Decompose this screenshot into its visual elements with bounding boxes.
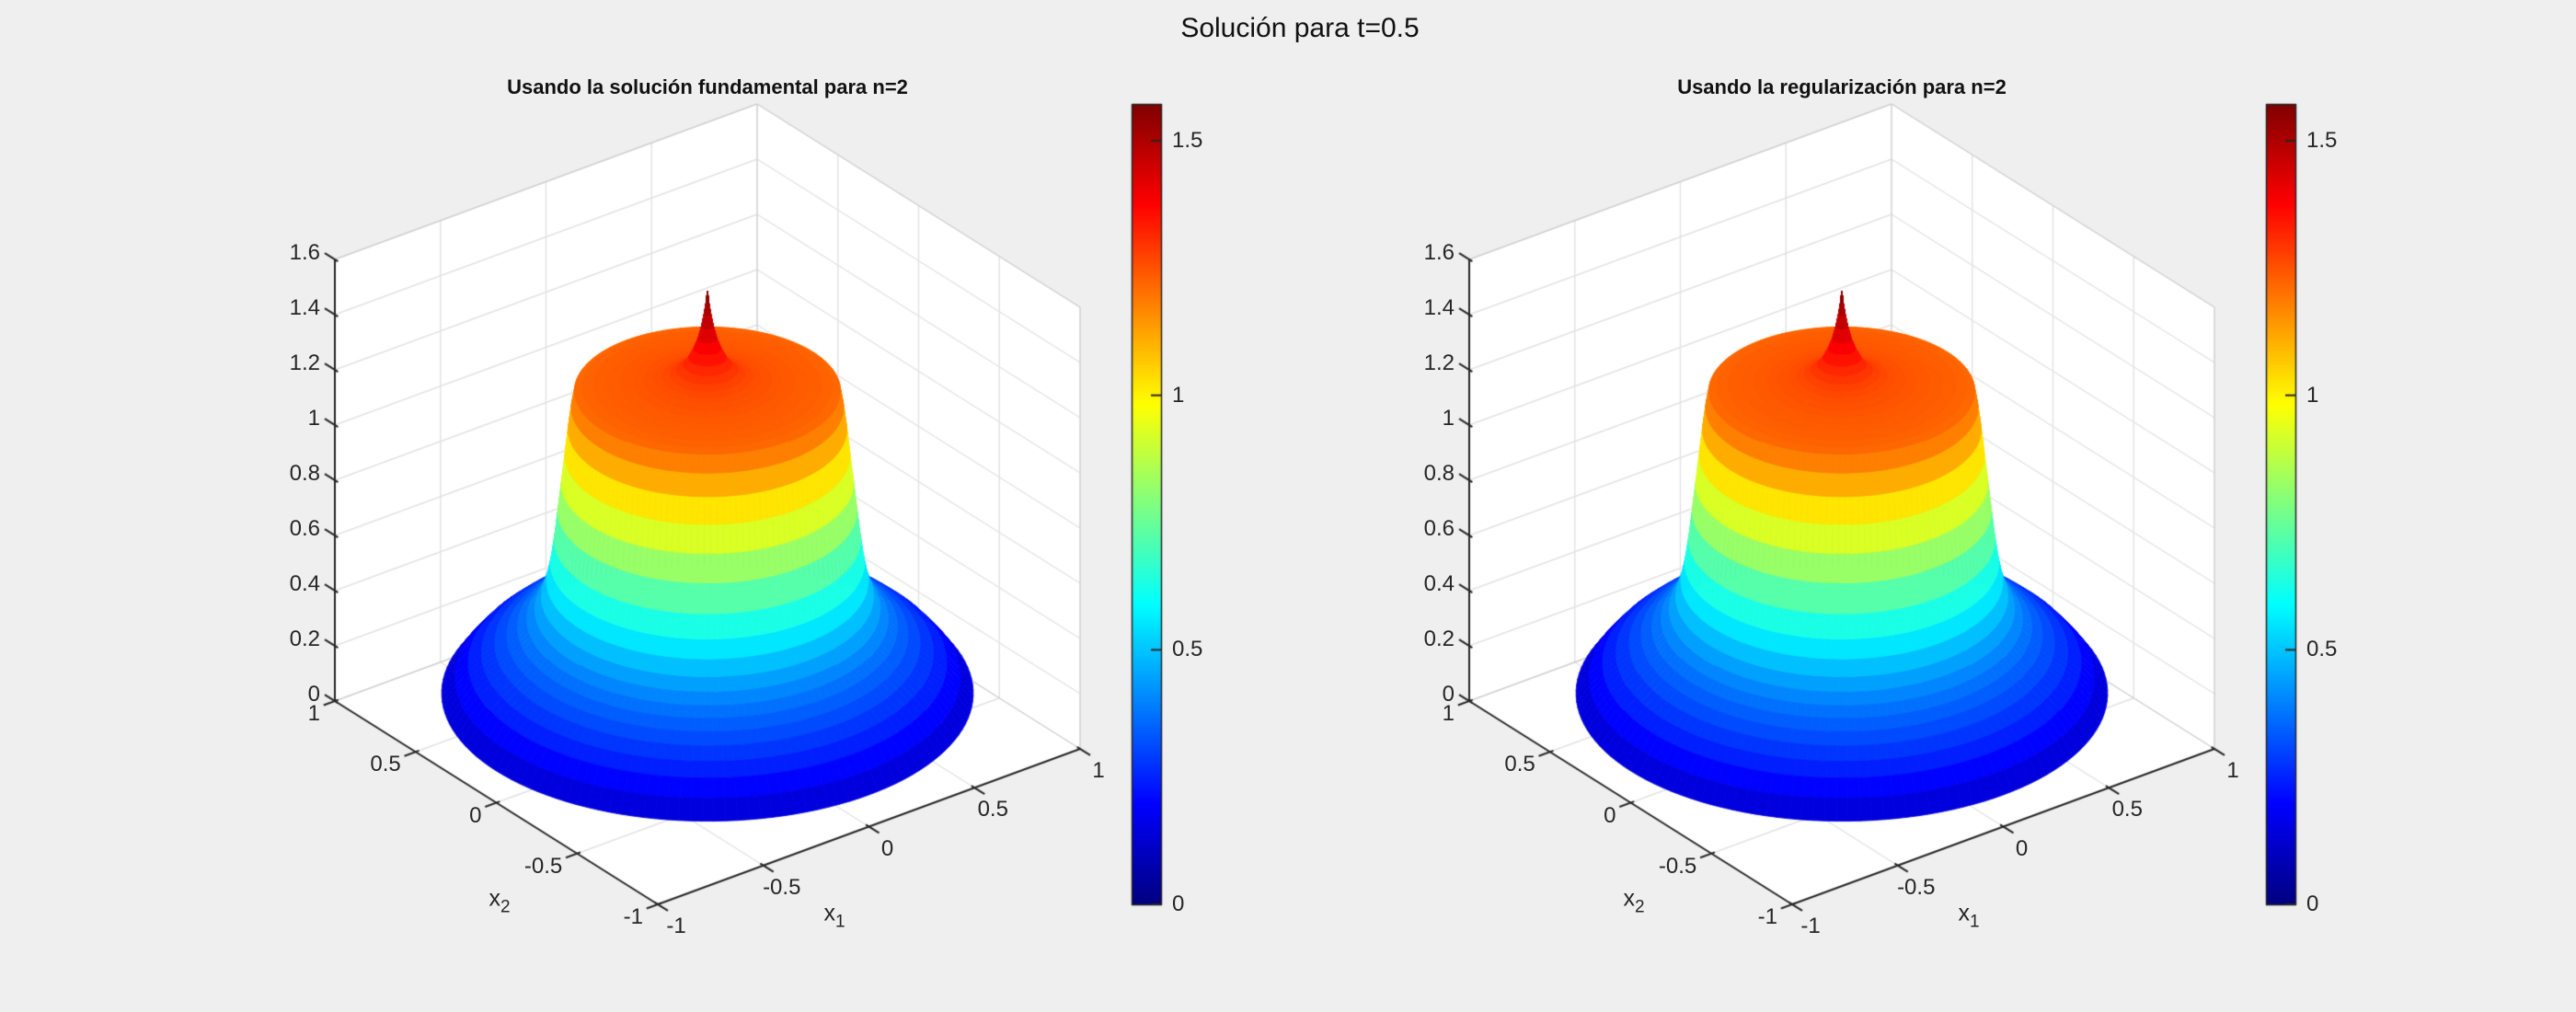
subplot-title-left: Usando la solución fundamental para n=2 [507,75,908,98]
x1-tick-label-right: 1 [2226,758,2239,783]
x1-tick-label-left: -1 [666,914,686,938]
z-tick-label-right: 0.6 [1423,516,1455,541]
x1-tick-label-right: 0.5 [2111,797,2143,822]
z-tick-label-left: 0 [307,682,320,707]
colorbar-tick-label-left: 0.5 [1172,637,1203,662]
z-tick-label-right: 1 [1442,406,1455,431]
x1-tick-label-left: 1 [1092,758,1105,783]
x2-tick-label-right: 1 [1442,701,1455,726]
z-tick-label-left: 0.4 [289,571,320,596]
subplot-title-right: Usando la regularización para n=2 [1677,75,2007,98]
x2-axis-label-left: x2 [489,885,511,917]
z-tick-label-left: 1.4 [289,295,320,320]
colorbar-tick-label-left: 0 [1172,891,1185,916]
x1-tick-label-right: -1 [1800,914,1821,938]
colorbar-tick-label-right: 1.5 [2306,128,2338,153]
figure-title: Solución para t=0.5 [1180,13,1420,43]
x2-axis-label-right: x2 [1623,885,1645,917]
colorbar-tick-label-left: 1.5 [1172,128,1203,153]
colorbar-tick-label-right: 1 [2306,382,2319,408]
x2-tick-label-left: -1 [623,904,643,929]
z-tick-label-right: 0.4 [1423,571,1455,596]
x2-tick-label-right: -0.5 [1658,853,1697,879]
x2-tick-label-left: 0 [469,802,482,828]
x2-tick-label-left: -0.5 [523,853,563,879]
x1-axis-label-left: x1 [823,900,845,932]
z-tick-label-left: 1 [307,406,320,431]
z-tick-label-right: 1.6 [1423,240,1455,265]
x1-tick-label-left: -0.5 [763,874,801,900]
z-tick-label-left: 0.2 [289,627,320,651]
z-tick-label-right: 0.8 [1423,461,1455,486]
x1-tick-label-left: 0 [880,835,894,861]
colorbar-tick-label-right: 0.5 [2306,637,2338,662]
x1-tick-label-right: -0.5 [1897,874,1936,900]
x1-axis-label-right: x1 [1958,900,1980,932]
x2-tick-label-left: 1 [307,701,320,726]
x1-tick-label-right: 0 [2015,835,2029,861]
x1-tick-label-left: 0.5 [977,797,1008,822]
z-tick-label-left: 0.8 [289,461,320,486]
z-tick-label-left: 1.2 [289,351,320,375]
z-tick-label-right: 1.4 [1423,295,1455,320]
colorbar-tick-label-right: 0 [2306,891,2319,916]
z-tick-label-right: 0 [1442,682,1455,707]
z-tick-label-right: 0.2 [1423,627,1455,651]
z-tick-label-right: 1.2 [1423,351,1455,375]
x2-tick-label-right: 0 [1604,802,1616,828]
z-tick-label-left: 1.6 [289,240,320,265]
x2-tick-label-right: 0.5 [1504,752,1535,777]
z-tick-label-left: 0.6 [289,516,320,541]
x2-tick-label-right: -1 [1757,904,1777,929]
colorbar-tick-label-left: 1 [1172,382,1185,408]
x2-tick-label-left: 0.5 [370,752,401,777]
